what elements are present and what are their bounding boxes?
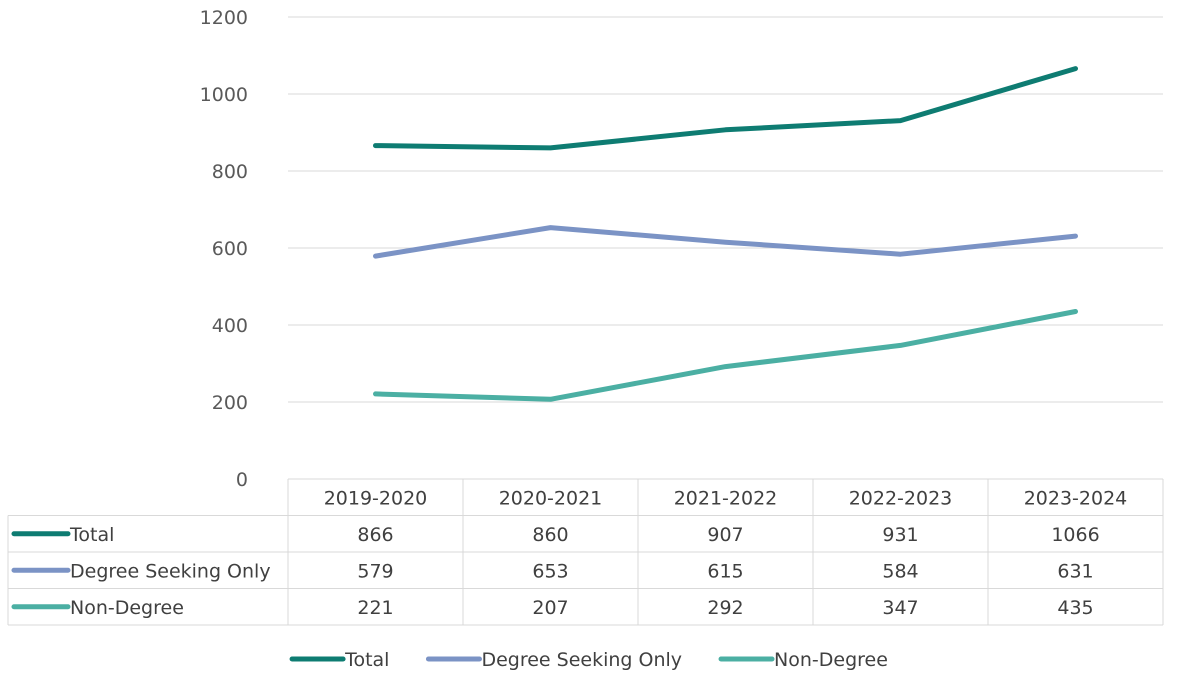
x-category-label: 2023-2024: [1024, 487, 1128, 509]
x-category-label: 2019-2020: [324, 487, 428, 509]
legend-label: Non-Degree: [774, 649, 888, 671]
series-line-1: [373, 225, 1078, 259]
table-value-cell: 292: [707, 597, 743, 619]
table-value-cell: 866: [357, 524, 393, 546]
table-value-cell: 907: [707, 524, 743, 546]
table-value-cell: 615: [707, 560, 743, 582]
legend: Total Degree Seeking Only Non-Degree: [289, 649, 888, 671]
x-category-label: 2021-2022: [674, 487, 778, 509]
legend-label: Total: [344, 649, 389, 671]
y-tick-label: 600: [212, 238, 248, 260]
table-series-name: Non-Degree: [70, 597, 184, 619]
table-value-cell: 1066: [1051, 524, 1099, 546]
table-value-cell: 860: [532, 524, 568, 546]
table-value-cell: 584: [882, 560, 918, 582]
table-value-cell: 631: [1057, 560, 1093, 582]
y-tick-label: 1000: [200, 84, 248, 106]
y-tick-label: 0: [236, 469, 248, 491]
series-line-2: [373, 309, 1078, 402]
table-value-cell: 435: [1057, 597, 1093, 619]
table-value-cell: 931: [882, 524, 918, 546]
x-category-label: 2020-2021: [499, 487, 603, 509]
series-lines: [373, 66, 1078, 402]
x-category-label: 2022-2023: [849, 487, 953, 509]
legend-label: Degree Seeking Only: [481, 649, 682, 671]
y-tick-label: 200: [212, 392, 248, 414]
y-axis: 0 200 400 600 800 1000 1200: [200, 7, 248, 491]
y-tick-label: 1200: [200, 7, 248, 29]
table-value-cell: 221: [357, 597, 393, 619]
series-line-0: [373, 66, 1078, 151]
table-value-cell: 207: [532, 597, 568, 619]
table-series-name: Total: [69, 524, 114, 546]
y-tick-label: 800: [212, 161, 248, 183]
data-table: 2019-2020 2020-2021 2021-2022 2022-2023 2023…: [7, 478, 1164, 626]
table-value-cell: 347: [882, 597, 918, 619]
gridlines: [288, 16, 1163, 403]
table-value-cell: 653: [532, 560, 568, 582]
y-tick-label: 400: [212, 315, 248, 337]
table-series-name: Degree Seeking Only: [70, 560, 271, 582]
table-value-cell: 579: [357, 560, 393, 582]
